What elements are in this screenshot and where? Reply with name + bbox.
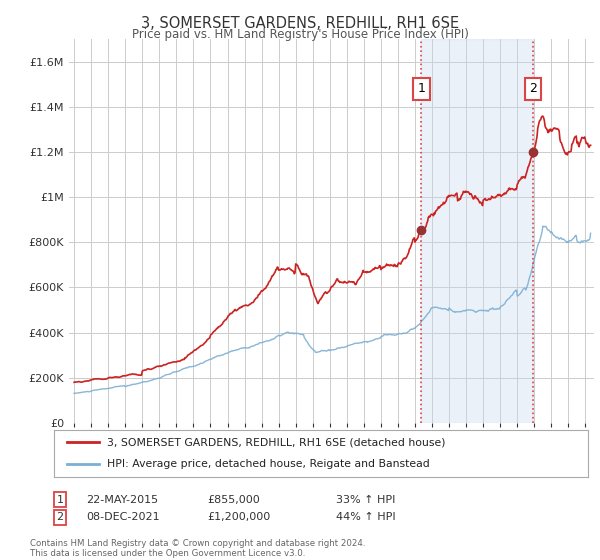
Text: 44% ↑ HPI: 44% ↑ HPI — [336, 512, 395, 522]
Text: 1: 1 — [418, 82, 425, 95]
Text: £855,000: £855,000 — [207, 494, 260, 505]
Text: 08-DEC-2021: 08-DEC-2021 — [86, 512, 160, 522]
Text: 22-MAY-2015: 22-MAY-2015 — [86, 494, 158, 505]
Text: 2: 2 — [529, 82, 537, 95]
Text: Price paid vs. HM Land Registry's House Price Index (HPI): Price paid vs. HM Land Registry's House … — [131, 28, 469, 41]
Text: HPI: Average price, detached house, Reigate and Banstead: HPI: Average price, detached house, Reig… — [107, 459, 430, 469]
Text: £1,200,000: £1,200,000 — [207, 512, 270, 522]
Text: 3, SOMERSET GARDENS, REDHILL, RH1 6SE: 3, SOMERSET GARDENS, REDHILL, RH1 6SE — [141, 16, 459, 31]
Text: 33% ↑ HPI: 33% ↑ HPI — [336, 494, 395, 505]
Text: 3, SOMERSET GARDENS, REDHILL, RH1 6SE (detached house): 3, SOMERSET GARDENS, REDHILL, RH1 6SE (d… — [107, 437, 446, 447]
Bar — [421, 39, 533, 423]
Text: Contains HM Land Registry data © Crown copyright and database right 2024.
This d: Contains HM Land Registry data © Crown c… — [30, 539, 365, 558]
Text: 2: 2 — [56, 512, 64, 522]
Text: 1: 1 — [56, 494, 64, 505]
